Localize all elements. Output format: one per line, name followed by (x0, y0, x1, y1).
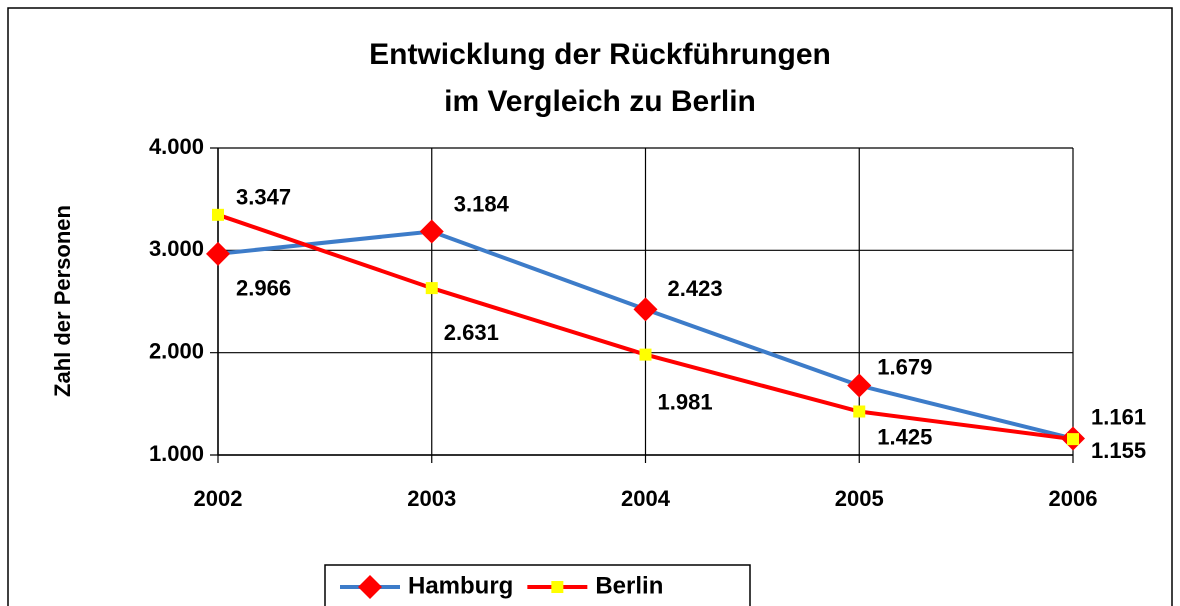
marker (419, 219, 444, 244)
marker (212, 208, 224, 221)
x-tick-label: 2006 (1049, 486, 1098, 511)
chart-title: Entwicklung der Rückführungen (369, 38, 831, 71)
legend-label: Hamburg (408, 572, 513, 599)
chart-subtitle: im Vergleich zu Berlin (444, 85, 756, 118)
marker (206, 241, 230, 266)
data-label: 1.679 (877, 354, 932, 379)
x-tick-label: 2002 (194, 486, 243, 511)
x-tick-label: 2004 (621, 486, 671, 511)
marker (551, 581, 564, 593)
x-tick-label: 2003 (407, 486, 456, 511)
data-label: 2.966 (236, 276, 291, 301)
y-tick-label: 4.000 (149, 134, 204, 159)
marker (425, 282, 438, 295)
y-axis-label: Zahl der Personen (50, 205, 75, 397)
data-label: 1.425 (877, 424, 932, 449)
marker (639, 348, 652, 361)
data-label: 1.981 (658, 389, 713, 414)
chart-frame (7, 7, 1173, 606)
marker (853, 405, 866, 418)
x-tick-label: 2005 (835, 486, 884, 511)
legend-label: Berlin (595, 572, 663, 599)
data-label: 3.347 (236, 185, 291, 210)
marker (358, 575, 382, 599)
marker (633, 297, 658, 322)
marker (1067, 433, 1079, 446)
marker (847, 373, 872, 398)
data-label: 2.423 (668, 276, 723, 301)
y-tick-label: 3.000 (149, 236, 204, 261)
data-label: 1.155 (1091, 438, 1146, 463)
y-tick-label: 2.000 (149, 338, 204, 363)
data-label: 3.184 (454, 191, 510, 216)
data-label: 2.631 (444, 320, 499, 345)
y-tick-label: 1.000 (149, 441, 204, 466)
data-label: 1.161 (1091, 404, 1146, 429)
